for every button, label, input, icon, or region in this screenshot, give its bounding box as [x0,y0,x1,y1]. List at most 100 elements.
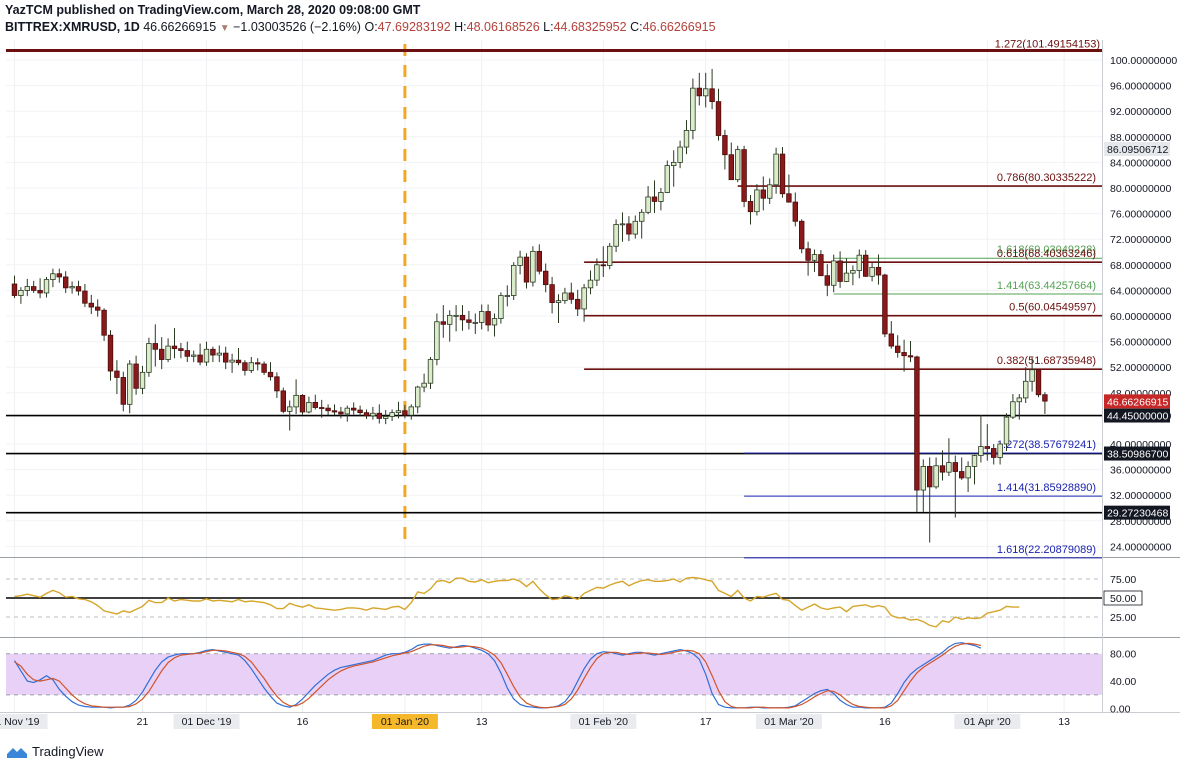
candle-body [863,254,869,277]
price-tick-label: 100.00000000 [1110,55,1177,67]
time-tick-label: 13 [1058,716,1070,728]
candle-body [799,220,805,250]
candle-body [1029,369,1035,382]
fib-label: 1.414(63.44257664) [997,280,1096,292]
fib-label: 1.618(69.03049228) [997,244,1096,256]
candle-body [895,345,901,353]
fib-label: 0.5(60.04549597) [1009,302,1096,314]
candle-body [651,196,658,202]
price-tick-label: 36.00000000 [1110,465,1171,477]
candle-body [639,211,645,222]
candle-body [619,223,626,226]
candle-body [414,386,421,408]
candle-body [30,286,37,291]
rsi-value-tag [1103,590,1143,606]
candle-body [139,371,146,389]
time-tick-box [0,714,48,729]
candle-body [158,348,165,360]
candle-body [671,161,677,166]
candle-body [459,314,466,321]
candle-body [555,300,562,303]
candle-body [971,455,978,467]
candle-body [939,465,946,473]
candle-body [146,343,152,373]
candle-body [907,355,914,358]
candle-body [24,286,30,291]
rsi-line [14,576,1020,628]
candle-body [306,401,312,413]
time-tick-label: 01 Apr '20 [964,716,1011,728]
candle-body [965,465,971,479]
candle-body [869,266,875,277]
candle-body [75,286,82,292]
candle-body [299,394,306,413]
candle-body [575,298,581,310]
candle-body [703,88,709,97]
price-tick-label: 64.00000000 [1110,285,1171,297]
candle-body [216,352,222,356]
candle-body [792,201,798,222]
candle-body [677,146,683,163]
open-label: O: [364,20,378,34]
candle-body [1010,401,1016,418]
candle-body [472,321,478,324]
candle-body [523,256,530,283]
price-tag-box [1104,408,1170,423]
candle-body [248,362,254,371]
candle-body [171,345,178,350]
candle-body [325,407,331,412]
candle-body [760,189,766,199]
candle-body [984,446,990,449]
candle-body [427,359,434,384]
candle-body [56,273,62,278]
candle-body [485,311,491,326]
footer-brand[interactable]: TradingView [32,744,104,759]
candle-body [101,309,107,336]
fib-label: 1.272(38.57679241) [997,439,1096,451]
time-tick-label: 13 [476,716,488,728]
publisher-text: YazTCM published on TradingView.com, Mar… [5,3,421,17]
candle-body [312,401,318,408]
symbol-label: BITTREX:XMRUSD, 1D [5,20,140,34]
candle-body [920,465,926,491]
candle-body [683,129,690,148]
time-tick-label: 01 Dec '19 [182,716,232,728]
candle-body [82,290,88,304]
time-tick-box [371,714,438,729]
candle-body [1042,394,1048,402]
candle-body [779,153,786,195]
candle-body [562,292,568,302]
time-tick-label: 01 Mar '20 [764,716,813,728]
candle-body [645,196,651,213]
candle-body [43,279,50,294]
time-tick-label: 01 Nov '19 [0,716,40,728]
time-tick-box [570,714,637,729]
candle-body [274,376,280,392]
candle-body [376,412,382,419]
candle-body [293,394,299,408]
candle-body [901,352,907,357]
candle-body [741,149,747,202]
candle-body [594,264,600,281]
price-tick-label: 92.00000000 [1110,106,1171,118]
price-tick-label: 32.00000000 [1110,490,1171,502]
price-tick-label: 76.00000000 [1110,209,1171,221]
fib-label: 1.414(31.85928890) [997,482,1096,494]
candle-body [190,354,197,357]
candle-body [478,311,485,323]
time-tick-label: 16 [297,716,309,728]
candle-body [927,465,933,488]
candle-body [811,254,818,261]
candle-body [658,192,664,202]
candle-body [664,165,670,193]
candle-body [165,345,171,360]
candle-body [491,318,498,326]
candle-body [318,407,325,409]
price-tick-label: 52.00000000 [1110,362,1171,374]
candle-body [133,363,139,389]
candle-body [690,87,696,131]
candle-body [440,321,446,325]
fib-label-top: 1.272(101.49154153) [995,38,1100,50]
price-tick-label: 56.00000000 [1110,337,1171,349]
